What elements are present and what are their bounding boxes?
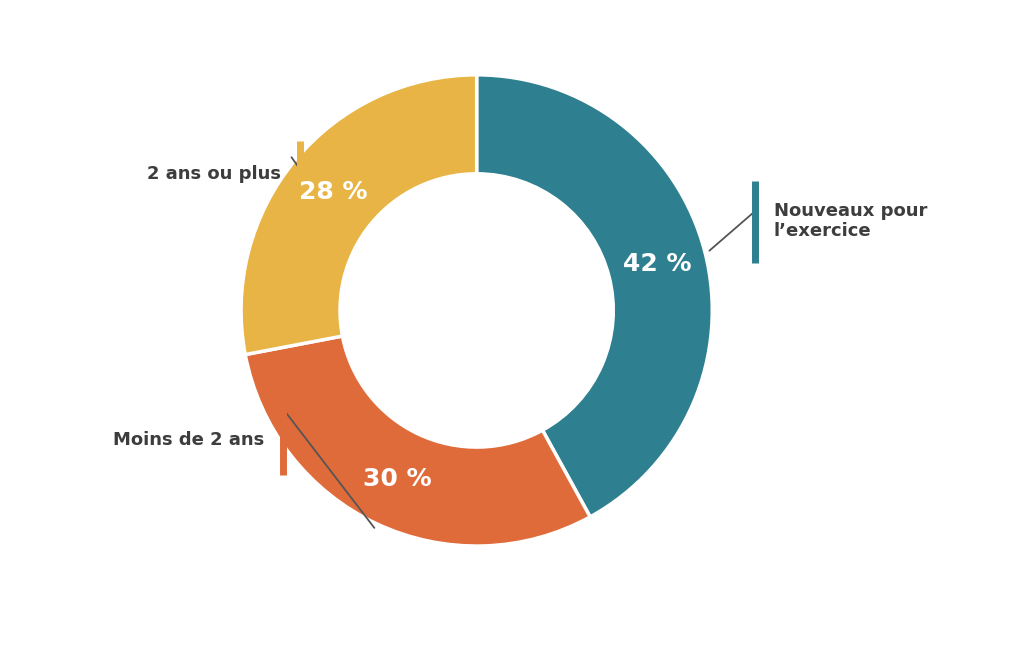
Wedge shape — [245, 336, 590, 546]
Wedge shape — [241, 75, 476, 355]
Text: 42 %: 42 % — [623, 252, 691, 276]
Text: Nouveaux pour
l’exercice: Nouveaux pour l’exercice — [773, 202, 927, 240]
Text: 28 %: 28 % — [299, 180, 368, 204]
Text: 2 ans ou plus: 2 ans ou plus — [147, 165, 282, 183]
Wedge shape — [476, 75, 713, 517]
Text: 30 %: 30 % — [364, 467, 432, 491]
Text: Moins de 2 ans: Moins de 2 ans — [114, 431, 264, 449]
